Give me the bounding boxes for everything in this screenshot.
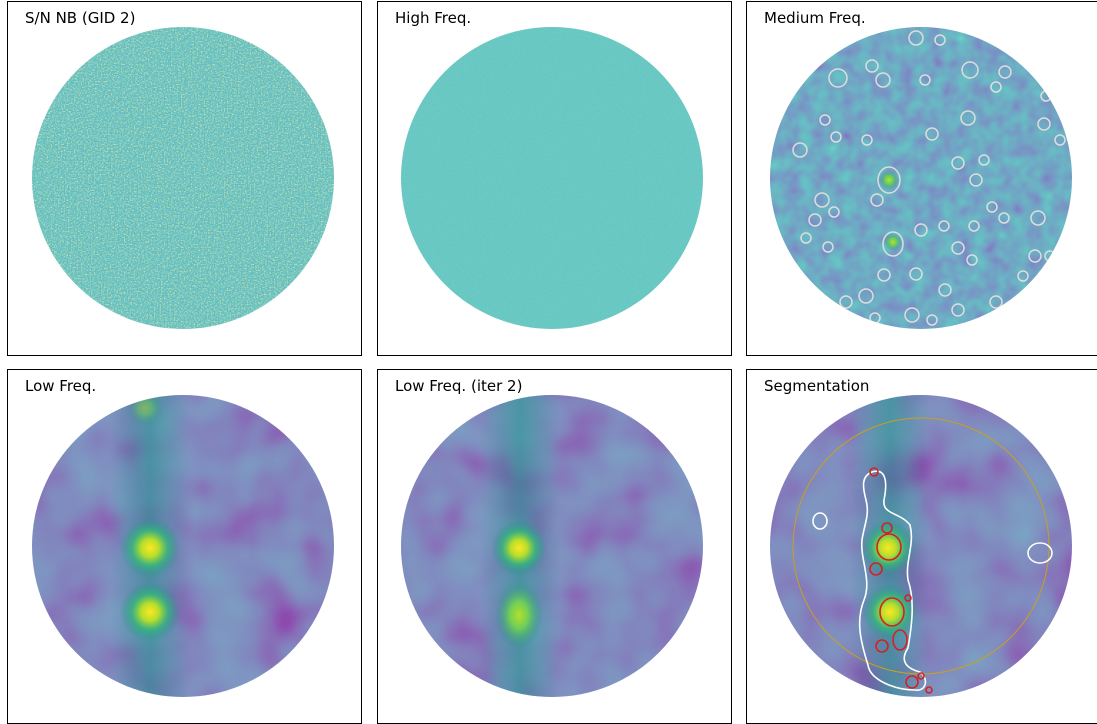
panel-title: Segmentation — [764, 377, 869, 395]
image — [401, 27, 703, 329]
panel-title: Medium Freq. — [764, 9, 866, 27]
image — [770, 395, 1072, 697]
panel-title: Low Freq. — [25, 377, 96, 395]
image — [32, 395, 334, 697]
panel-title: S/N NB (GID 2) — [25, 9, 135, 27]
image — [770, 27, 1072, 329]
image — [401, 395, 703, 697]
panel-title: Low Freq. (iter 2) — [395, 377, 522, 395]
panel-title: High Freq. — [395, 9, 471, 27]
image — [32, 27, 334, 329]
